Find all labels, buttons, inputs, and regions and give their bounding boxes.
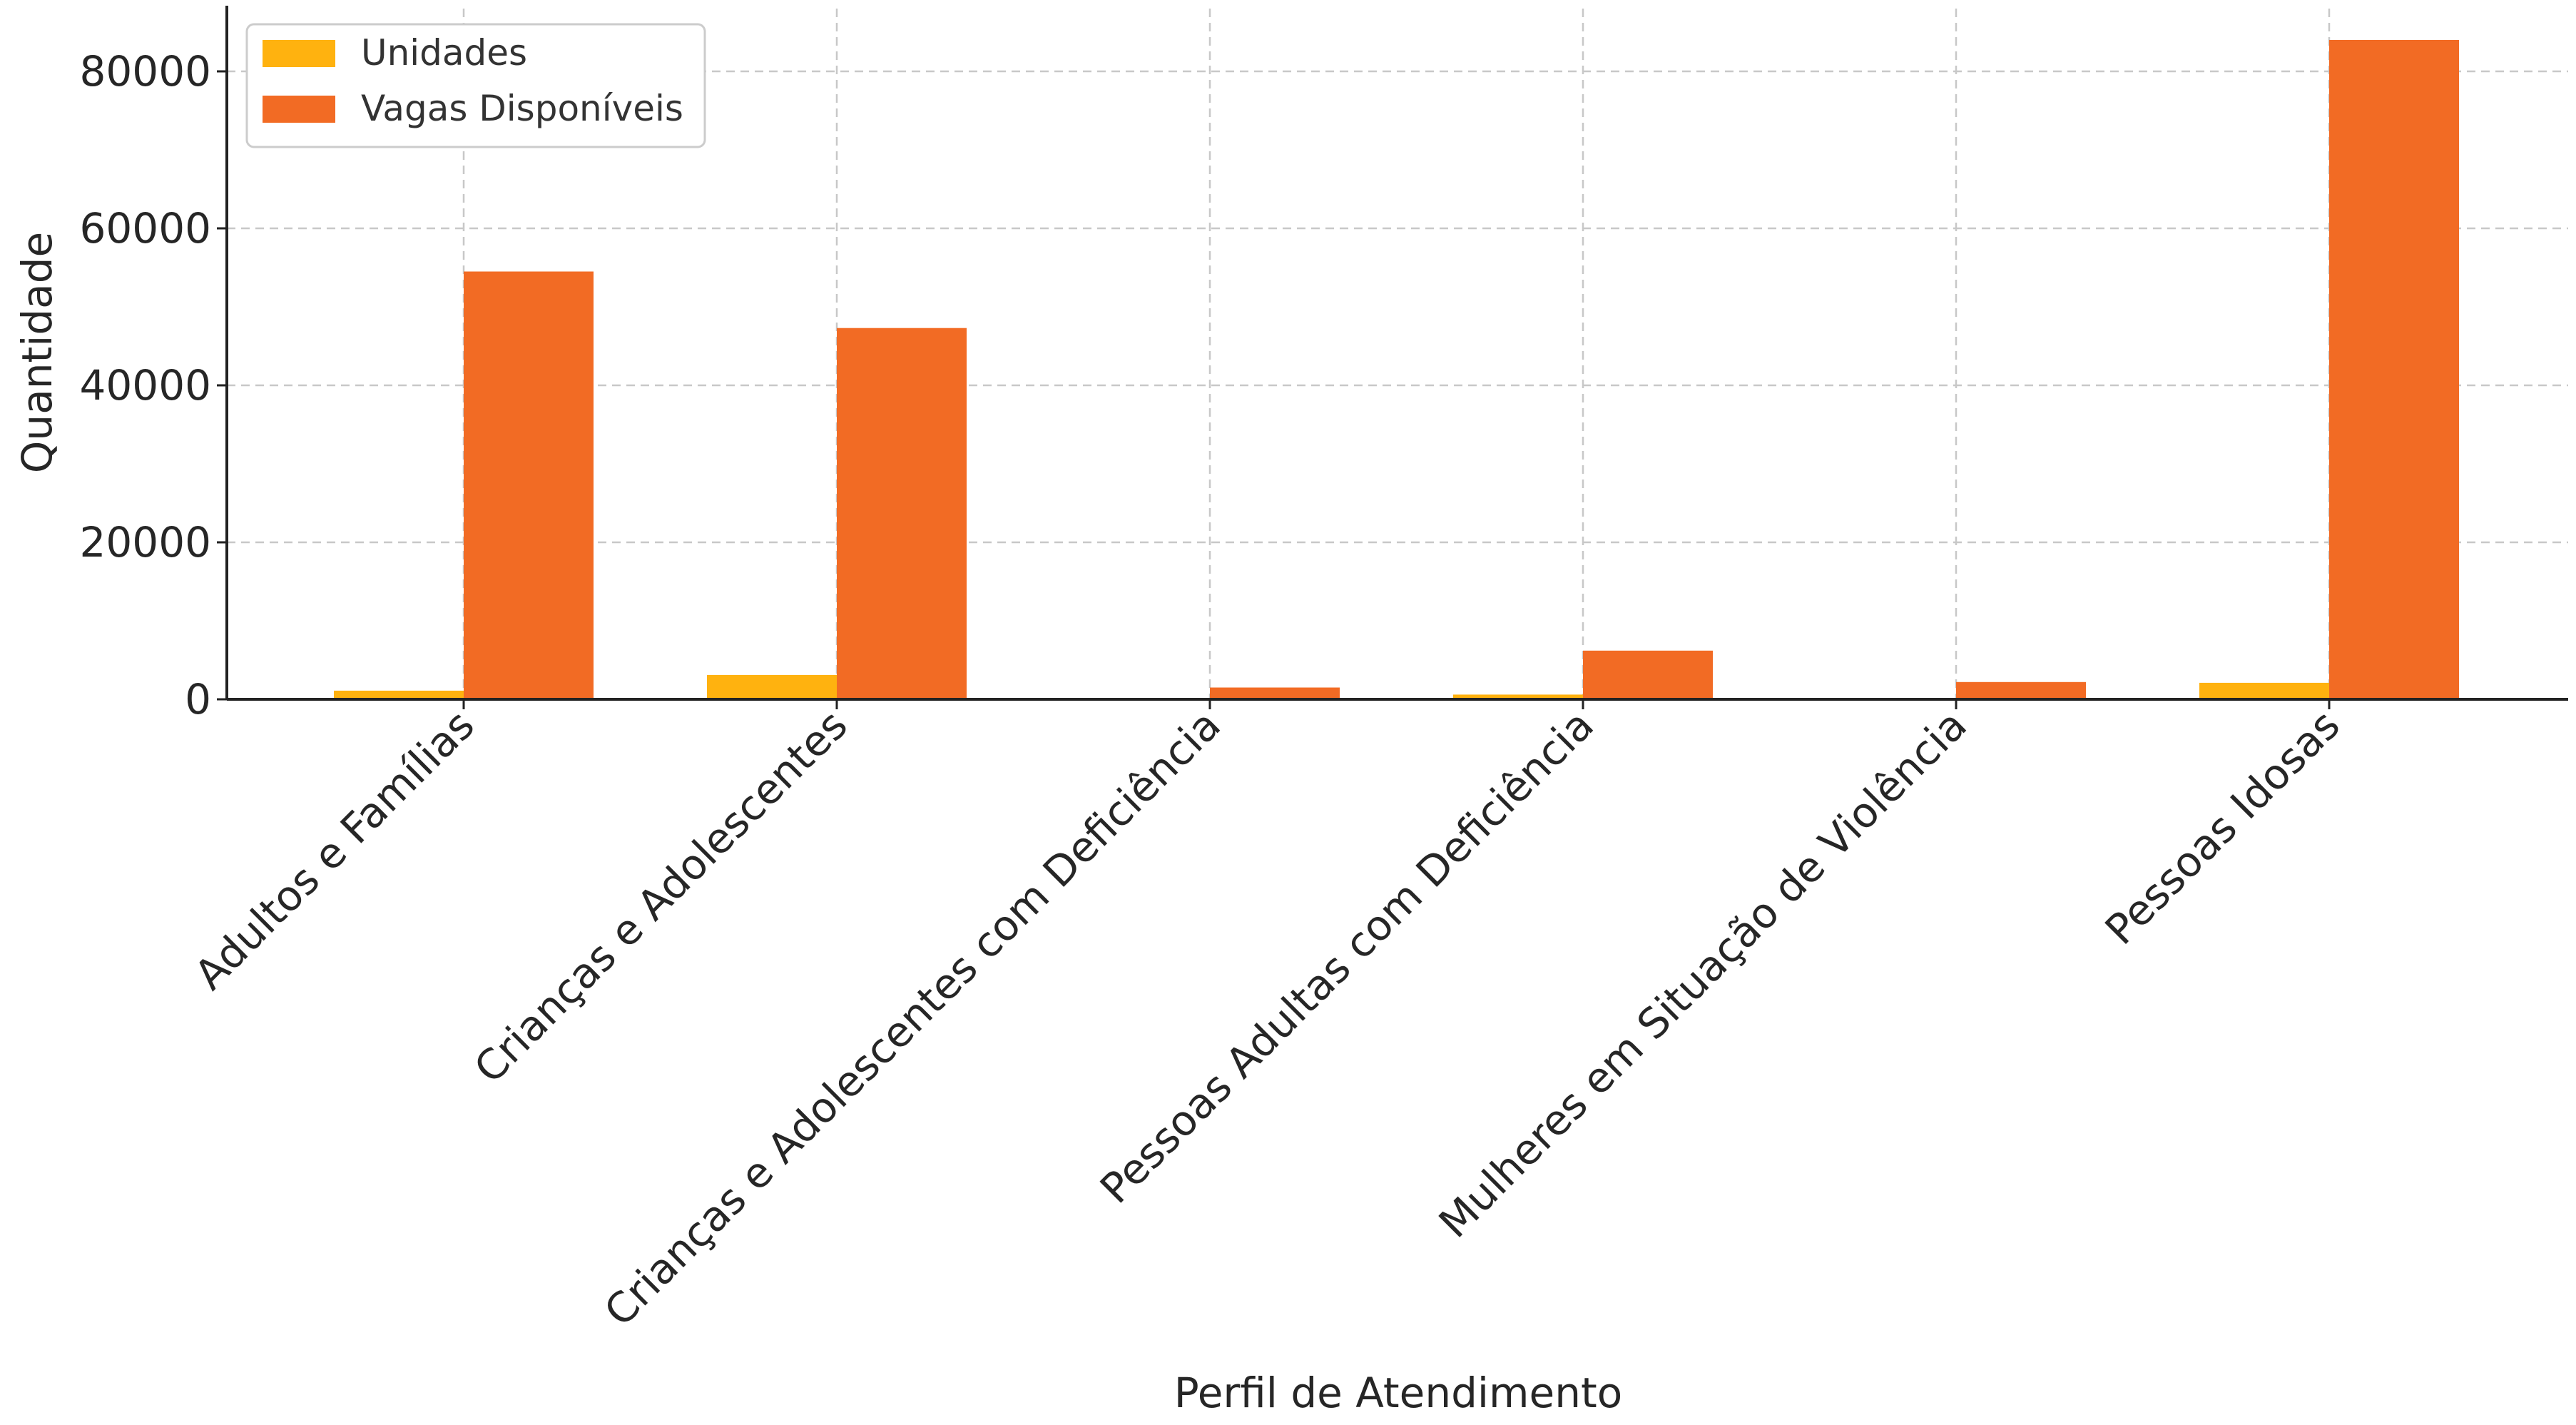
x-tick-label: Crianças e Adolescentes com Deficiência [595,701,1230,1336]
x-tick-label: Pessoas Idosas [2096,701,2349,954]
bars [334,40,2459,699]
y-tick-label: 0 [185,675,211,724]
y-tick-label: 20000 [79,518,211,567]
legend-label: Unidades [361,32,527,73]
legend-label: Vagas Disponíveis [361,88,683,129]
bar-vagas [1583,650,1713,699]
x-tick-label: Adultos e Famílias [185,701,484,999]
bar-vagas [2329,40,2459,699]
legend: Unidades Vagas Disponíveis [245,23,706,148]
bar-vagas [837,328,967,699]
y-axis-ticks: 0 20000 40000 60000 80000 [79,47,227,724]
axes [225,6,2568,701]
legend-swatch [263,96,335,123]
legend-box [245,23,706,148]
x-tick-label: Crianças e Adolescentes [465,701,857,1092]
y-tick-label: 80000 [79,47,211,96]
bar-unidades [2199,682,2329,699]
bar-vagas [1956,681,2086,699]
x-axis-title: Perfil de Atendimento [1174,1369,1622,1417]
y-axis-title: Quantidade [13,232,61,473]
bar-vagas [1210,687,1340,699]
legend-swatch [263,40,335,67]
y-tick-label: 60000 [79,204,211,253]
y-tick-label: 40000 [79,361,211,410]
bar-vagas [464,271,594,699]
bar-unidades [1453,694,1583,699]
bar-unidades [334,690,464,699]
bar-unidades [707,674,837,699]
